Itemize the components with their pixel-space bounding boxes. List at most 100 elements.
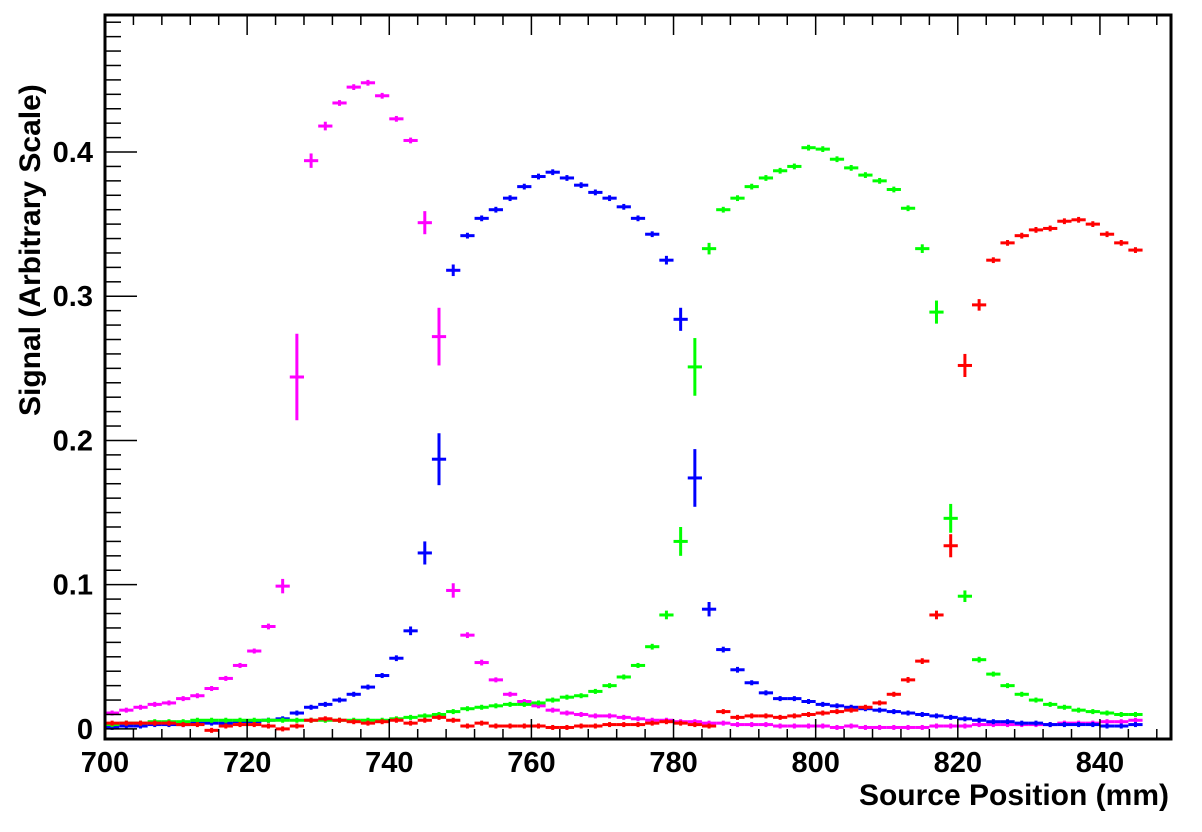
data-point [1028,227,1044,233]
data-point [716,646,731,653]
data-point [943,714,958,720]
data-point [673,307,688,331]
data-point [801,723,816,729]
data-point [1114,719,1129,725]
data-point [204,717,219,723]
data-point [858,724,873,730]
data-point [545,697,560,703]
data-point [119,720,134,726]
data-point [403,626,418,636]
data-point [417,717,432,723]
data-point [460,706,475,712]
data-point [1128,247,1143,253]
data-point [616,722,631,728]
data-point [417,211,432,235]
data-point [659,610,674,620]
data-point [176,722,191,728]
data-point [275,717,290,723]
data-point [559,724,575,730]
data-point [1099,231,1115,238]
data-point [659,719,674,725]
data-point [929,610,944,620]
data-point [1043,722,1058,728]
data-point [929,723,944,729]
data-point [261,717,276,723]
data-point [630,716,646,722]
data-point [829,703,845,709]
data-point [773,714,788,720]
data-point [303,704,319,710]
data-point [801,699,816,705]
data-point [687,449,702,507]
data-point [744,722,759,728]
data-point [744,183,759,190]
data-point [389,717,404,723]
data-point [446,264,461,277]
data-point [247,717,262,723]
data-point [1014,691,1029,697]
data-point [303,153,319,168]
data-point [232,717,248,723]
y-tick-label: 0.2 [53,425,93,457]
data-point [574,182,589,189]
data-point [1128,711,1143,717]
data-point [332,697,347,703]
data-point [431,433,447,486]
data-point [289,723,304,729]
data-point [332,717,347,723]
data-point [1057,218,1072,225]
series-4 [105,216,1143,733]
data-point [701,723,717,729]
data-point [957,723,973,729]
data-point [218,717,233,723]
data-point [232,662,248,668]
data-point [1085,722,1100,728]
data-point [517,183,532,190]
data-point [375,92,390,99]
data-point [1000,239,1015,246]
data-point [1085,709,1100,715]
data-point [687,338,702,396]
data-point [446,717,461,723]
data-point [616,674,631,680]
data-point [261,723,276,729]
data-point [602,722,617,728]
data-point [446,709,461,715]
data-point [900,676,916,683]
data-point [247,722,262,728]
data-point [829,156,845,163]
axis-ticks [104,15,1158,739]
data-point [787,696,802,702]
data-point [801,144,816,151]
data-point [360,720,376,726]
data-point [886,186,901,193]
data-point [829,709,845,715]
data-point [815,710,830,716]
data-point [602,713,617,719]
data-point [929,713,944,719]
data-point [844,707,859,713]
data-point [758,690,774,696]
data-point [119,707,134,713]
data-point [773,723,788,729]
data-point [531,173,546,180]
data-point [972,717,987,723]
data-point [574,723,589,729]
data-point [588,723,603,729]
data-point [389,115,404,122]
data-point [275,578,290,594]
series-3 [105,144,1143,728]
data-point [659,255,674,265]
data-point [972,299,987,311]
data-point [474,659,489,666]
data-point [446,583,461,598]
x-tick-label: 720 [223,747,271,779]
data-point [744,680,759,686]
data-point [815,146,830,153]
data-point [289,333,304,421]
data-point [957,590,973,602]
data-point [1085,221,1100,228]
data-point [730,195,745,202]
data-point [773,167,788,174]
